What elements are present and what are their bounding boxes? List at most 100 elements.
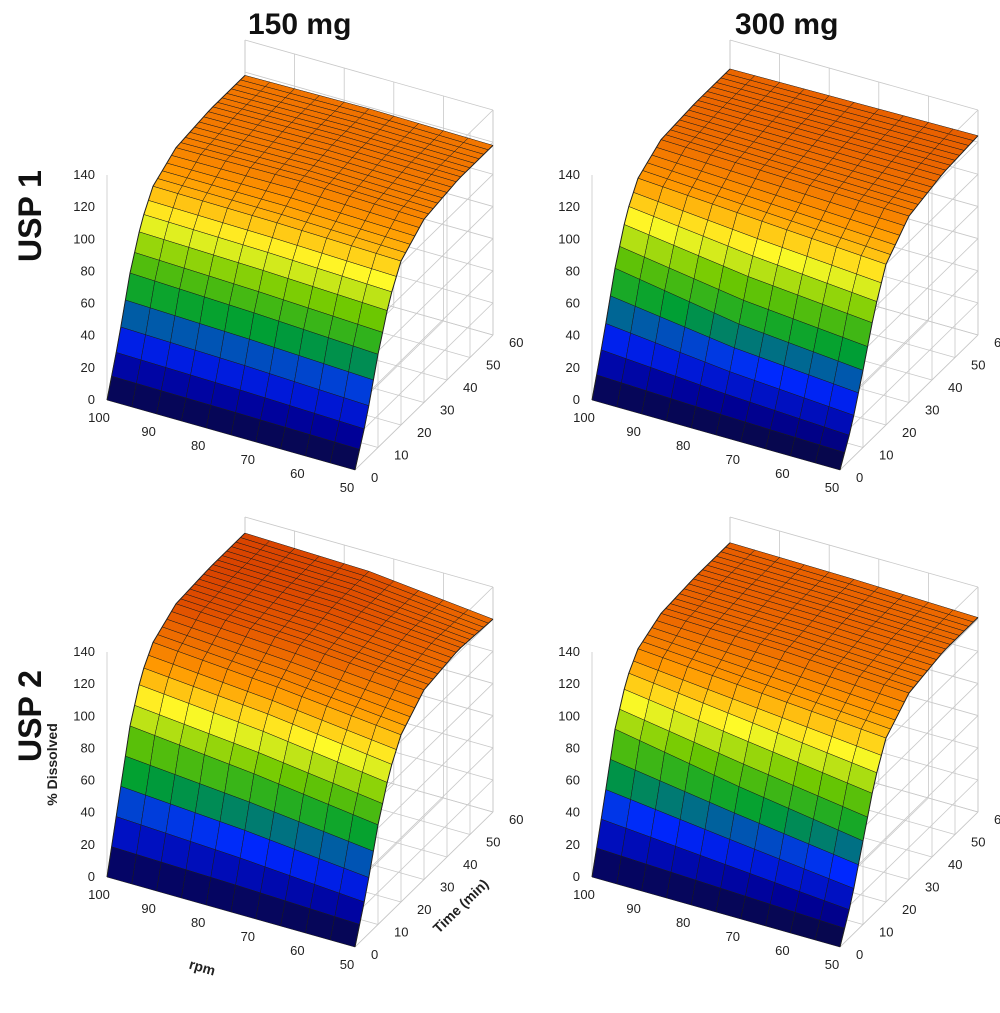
y-tick-label: 20 (902, 902, 916, 917)
z-tick-label: 100 (73, 708, 95, 723)
z-tick-label: 80 (81, 740, 95, 755)
z-tick-label: 120 (73, 676, 95, 691)
z-tick-label: 40 (81, 328, 95, 343)
x-tick-label: 80 (191, 438, 205, 453)
x-tick-label: 100 (573, 410, 595, 425)
z-tick-label: 40 (81, 805, 95, 820)
x-tick-label: 90 (626, 424, 640, 439)
x-tick-label: 60 (290, 466, 304, 481)
y-tick-label: 0 (856, 947, 863, 962)
x-tick-label: 70 (241, 929, 255, 944)
z-tick-label: 120 (73, 199, 95, 214)
z-tick-label: 120 (558, 676, 580, 691)
y-tick-label: 10 (394, 448, 408, 463)
y-tick-label: 40 (463, 380, 477, 395)
x-axis-label: rpm (187, 956, 217, 979)
surface-edge-rpm-max (591, 542, 731, 878)
surface-plot-usp2-150mg: 0 20 40 60 80 100 120 140 100 90 80 70 60 50 0 10 20 30 40… (44, 516, 523, 979)
y-tick-label: 60 (994, 335, 1000, 350)
z-tick-label: 140 (558, 644, 580, 659)
y-tick-label: 20 (902, 425, 916, 440)
z-axis-label: % Dissolved (44, 723, 60, 805)
z-tick-label: 120 (558, 199, 580, 214)
y-tick-label: 10 (879, 448, 893, 463)
z-tick-label: 100 (558, 708, 580, 723)
x-tick-label: 60 (290, 943, 304, 958)
x-tick-label: 50 (825, 480, 839, 495)
surface-edge-rpm-max (106, 74, 246, 401)
x-tick-label: 60 (775, 466, 789, 481)
y-tick-label: 0 (371, 947, 378, 962)
y-tick-label: 10 (394, 925, 408, 940)
z-tick-label: 100 (73, 231, 95, 246)
z-tick-label: 140 (73, 167, 95, 182)
z-tick-label: 0 (573, 392, 580, 407)
x-tick-label: 90 (626, 901, 640, 916)
x-tick-label: 100 (88, 887, 110, 902)
surface-edge-rpm-min (839, 135, 979, 471)
x-tick-label: 80 (676, 915, 690, 930)
z-tick-label: 20 (81, 837, 95, 852)
surface-plot-usp1-300mg: 0 20 40 60 80 100 120 140 100 90 80 70 60 50 0 10 20 30 40… (558, 39, 1000, 495)
z-tick-label: 20 (81, 360, 95, 375)
x-tick-label: 60 (775, 943, 789, 958)
y-tick-label: 50 (971, 835, 985, 850)
y-tick-label: 30 (440, 880, 454, 895)
y-tick-label: 0 (856, 470, 863, 485)
z-tick-label: 40 (566, 328, 580, 343)
surface-edge-rpm-min (354, 618, 494, 948)
z-tick-label: 40 (566, 805, 580, 820)
y-tick-label: 50 (971, 358, 985, 373)
surface-edge-rpm-min (354, 144, 494, 471)
surface-plot-usp2-300mg: 0 20 40 60 80 100 120 140 100 90 80 70 60 50 0 10 20 30 40… (558, 516, 1000, 972)
x-tick-label: 100 (573, 887, 595, 902)
y-tick-label: 20 (417, 902, 431, 917)
z-tick-label: 0 (573, 869, 580, 884)
x-tick-label: 50 (340, 957, 354, 972)
z-tick-label: 80 (566, 263, 580, 278)
x-tick-label: 50 (340, 480, 354, 495)
chart-panel-usp2-150mg: 0 20 40 60 80 100 120 140 100 90 80 70 60 50 0 10 20 30 40… (44, 512, 545, 1012)
z-tick-label: 140 (73, 644, 95, 659)
chart-panel-usp1-300mg: 0 20 40 60 80 100 120 140 100 90 80 70 60 50 0 10 20 30 40… (530, 35, 1000, 535)
y-axis-label: Time (min) (430, 876, 492, 937)
z-tick-label: 80 (81, 263, 95, 278)
row-title-usp1: USP 1 (12, 170, 48, 262)
z-tick-label: 0 (88, 392, 95, 407)
y-tick-label: 60 (509, 812, 523, 827)
z-tick-label: 140 (558, 167, 580, 182)
x-tick-label: 80 (676, 438, 690, 453)
column-title-300mg: 300 mg (735, 8, 839, 41)
y-tick-label: 20 (417, 425, 431, 440)
z-tick-label: 20 (566, 360, 580, 375)
surface-plot-usp1-150mg: 0 20 40 60 80 100 120 140 100 90 80 70 60 50 0 10 20 30 40… (73, 39, 523, 495)
z-tick-label: 80 (566, 740, 580, 755)
y-tick-label: 10 (879, 925, 893, 940)
y-tick-label: 60 (994, 812, 1000, 827)
y-tick-label: 40 (948, 857, 962, 872)
x-tick-label: 100 (88, 410, 110, 425)
y-tick-label: 60 (509, 335, 523, 350)
y-tick-label: 30 (925, 403, 939, 418)
x-tick-label: 70 (241, 452, 255, 467)
chart-panel-usp2-300mg: 0 20 40 60 80 100 120 140 100 90 80 70 60 50 0 10 20 30 40… (530, 512, 1000, 1012)
z-tick-label: 60 (81, 296, 95, 311)
y-tick-label: 40 (463, 857, 477, 872)
x-tick-label: 70 (726, 929, 740, 944)
x-tick-label: 90 (141, 424, 155, 439)
y-tick-label: 30 (440, 403, 454, 418)
x-tick-label: 50 (825, 957, 839, 972)
chart-panel-usp1-150mg: 0 20 40 60 80 100 120 140 100 90 80 70 60 50 0 10 20 30 40… (45, 35, 545, 535)
x-tick-label: 90 (141, 901, 155, 916)
y-tick-label: 40 (948, 380, 962, 395)
z-tick-label: 60 (81, 773, 95, 788)
column-title-150mg: 150 mg (248, 8, 352, 41)
x-tick-label: 80 (191, 915, 205, 930)
surface-edge-rpm-max (106, 532, 246, 878)
z-tick-label: 20 (566, 837, 580, 852)
surface-edge-rpm-max (591, 68, 731, 401)
y-tick-label: 30 (925, 880, 939, 895)
z-tick-label: 100 (558, 231, 580, 246)
z-tick-label: 0 (88, 869, 95, 884)
z-tick-label: 60 (566, 296, 580, 311)
